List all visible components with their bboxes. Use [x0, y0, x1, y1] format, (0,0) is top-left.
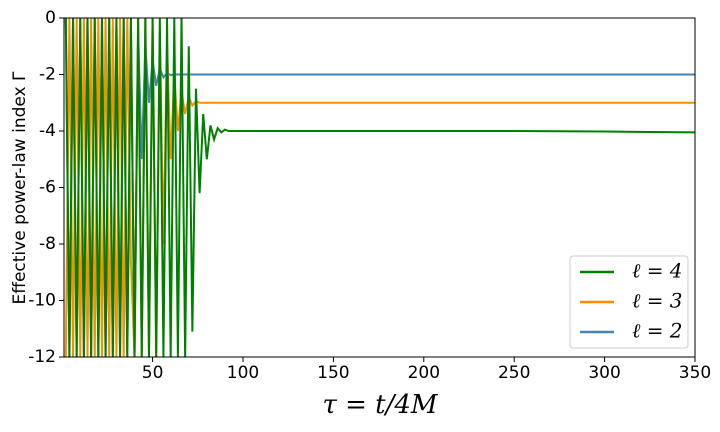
x-axis-label: τ = t/4M [322, 390, 438, 420]
y-tick-label: -12 [28, 347, 56, 367]
y-axis-label: Effective power-law index Γ [10, 71, 30, 305]
y-tick-label: 0 [45, 8, 56, 28]
series-line [64, 18, 695, 357]
legend-label: ℓ = 2 [632, 319, 683, 343]
y-tick-label: -8 [39, 234, 56, 254]
legend-label: ℓ = 4 [632, 259, 683, 283]
series-line [64, 18, 695, 357]
x-tick-label: 350 [679, 363, 711, 383]
x-tick-label: 200 [408, 363, 440, 383]
y-tick-label: -4 [39, 121, 56, 141]
x-tick-label: 100 [227, 363, 259, 383]
plot-area [64, 18, 695, 357]
y-tick-label: -2 [39, 65, 56, 85]
legend-box [569, 255, 689, 349]
y-tick-label: -10 [28, 291, 56, 311]
legend-label: ℓ = 3 [632, 289, 683, 313]
y-tick-label: -6 [39, 178, 56, 198]
x-tick-label: 150 [317, 363, 349, 383]
series-line [64, 18, 695, 357]
x-tick-label: 250 [498, 363, 530, 383]
x-tick-label: 300 [588, 363, 620, 383]
x-tick-label: 50 [142, 363, 164, 383]
